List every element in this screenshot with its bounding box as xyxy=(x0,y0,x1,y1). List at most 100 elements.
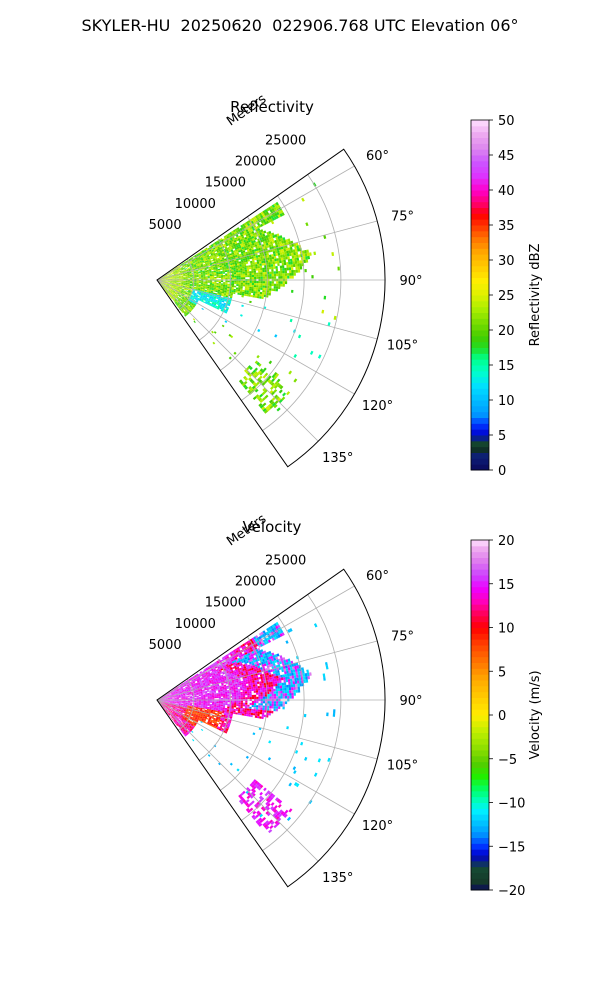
radar-cell xyxy=(212,282,215,285)
radar-cell xyxy=(307,675,311,680)
radar-cell xyxy=(305,679,309,683)
radar-cell xyxy=(218,696,221,699)
radar-cell xyxy=(221,251,225,254)
radar-cell xyxy=(176,688,179,691)
radar-cell xyxy=(282,674,286,678)
radar-cell xyxy=(257,647,261,652)
radar-cell xyxy=(213,688,216,690)
radar-cell xyxy=(207,682,210,685)
radar-cell xyxy=(264,703,268,706)
radar-cell xyxy=(183,701,186,703)
radar-cell xyxy=(201,674,205,677)
radar-cell xyxy=(202,270,205,272)
radar-cell xyxy=(174,698,177,699)
radar-cell xyxy=(167,287,170,289)
radar-cell xyxy=(207,257,211,260)
radar-cell xyxy=(195,288,198,290)
radar-cell xyxy=(181,697,184,699)
radar-cell xyxy=(174,299,177,302)
radar-cell xyxy=(183,698,186,700)
radar-cell xyxy=(204,262,208,264)
radar-cell xyxy=(244,669,248,673)
radar-cell xyxy=(273,696,277,699)
radar-cell xyxy=(265,242,269,246)
radar-cell xyxy=(196,679,200,682)
radar-cell xyxy=(196,294,199,296)
radar-cell xyxy=(177,690,180,692)
radar-cell xyxy=(210,668,214,671)
radar-cell xyxy=(238,282,241,285)
radar-cell xyxy=(215,679,219,682)
radar-cell xyxy=(172,282,175,284)
radar-cell xyxy=(224,299,227,302)
radar-cell xyxy=(273,273,277,277)
radar-cell xyxy=(290,669,294,673)
radar-cell xyxy=(225,697,228,700)
radar-cell xyxy=(198,257,201,260)
radar-cell xyxy=(260,267,263,271)
radar-cell xyxy=(178,702,182,704)
radar-cell xyxy=(203,694,206,696)
radar-cell xyxy=(231,261,235,264)
radar-cell xyxy=(260,223,264,227)
radar-cell xyxy=(237,683,240,686)
radar-cell xyxy=(279,685,283,689)
radar-cell xyxy=(242,289,245,292)
radar-cell xyxy=(189,694,192,696)
radar-cell xyxy=(202,705,206,707)
radar-cell xyxy=(234,247,238,250)
radar-cell xyxy=(278,658,282,662)
radar-cell xyxy=(177,288,180,291)
radar-cell xyxy=(203,703,206,705)
radar-cell xyxy=(255,707,259,710)
radar-cell xyxy=(167,694,170,697)
radar-cell xyxy=(273,389,278,394)
radar-cell xyxy=(166,286,169,288)
radar-cell xyxy=(194,259,197,262)
radar-cell xyxy=(256,225,260,229)
radar-cell xyxy=(231,694,235,697)
radar-cell xyxy=(198,694,201,696)
radar-cell xyxy=(206,670,210,673)
radar-cell xyxy=(207,695,210,697)
radar-cell xyxy=(276,260,280,264)
radar-cell xyxy=(262,272,265,275)
radar-cell xyxy=(181,308,184,311)
radar-cell xyxy=(248,241,252,245)
radar-cell xyxy=(218,284,221,287)
radar-cell xyxy=(195,253,199,256)
radar-cell xyxy=(217,258,221,261)
radar-cell xyxy=(240,273,243,276)
radar-cell xyxy=(225,273,228,275)
radar-cell xyxy=(198,272,201,274)
radar-cell xyxy=(275,373,280,378)
radar-cell xyxy=(234,237,238,240)
radar-cell xyxy=(240,707,243,710)
radar-cell xyxy=(186,306,189,309)
radar-cell xyxy=(275,268,279,272)
radar-cell xyxy=(204,681,207,683)
radar-cell xyxy=(167,277,171,279)
radar-cell xyxy=(233,239,237,243)
radar-cell xyxy=(172,701,175,703)
radar-cell xyxy=(172,697,175,699)
radar-cell xyxy=(273,404,278,409)
radar-cell xyxy=(266,290,270,293)
radar-cell xyxy=(284,267,287,271)
radar-cell xyxy=(303,256,306,260)
radar-cell xyxy=(214,249,217,253)
radar-cell xyxy=(240,663,243,666)
radar-cell xyxy=(225,682,229,685)
radar-cell xyxy=(216,703,219,705)
radar-cell xyxy=(174,702,177,703)
radar-cell xyxy=(182,287,185,289)
radar-cell xyxy=(223,675,227,678)
radar-cell xyxy=(272,251,276,255)
radar-cell xyxy=(168,289,171,292)
radar-cell xyxy=(190,304,193,308)
radar-cell xyxy=(197,291,200,294)
radar-cell xyxy=(210,687,214,690)
radar-cell xyxy=(163,281,166,282)
radar-cell xyxy=(234,263,238,266)
radar-cell xyxy=(230,294,233,297)
